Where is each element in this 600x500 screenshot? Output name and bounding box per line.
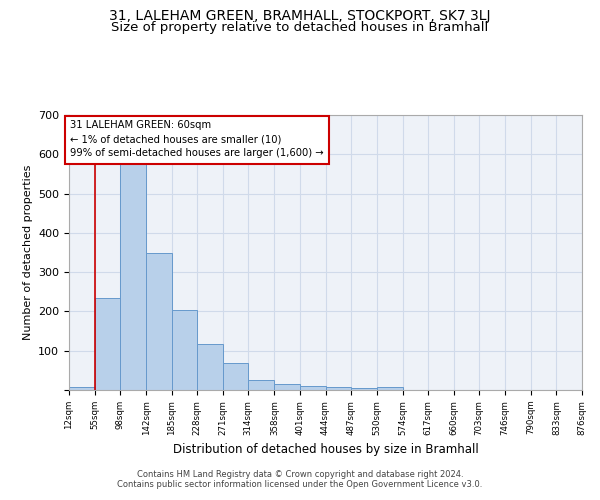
Text: 31 LALEHAM GREEN: 60sqm
← 1% of detached houses are smaller (10)
99% of semi-det: 31 LALEHAM GREEN: 60sqm ← 1% of detached… xyxy=(70,120,324,158)
Bar xyxy=(120,158,146,390)
Bar xyxy=(325,387,351,390)
Bar xyxy=(69,387,95,390)
Y-axis label: Number of detached properties: Number of detached properties xyxy=(23,165,32,340)
Text: Contains HM Land Registry data © Crown copyright and database right 2024.: Contains HM Land Registry data © Crown c… xyxy=(137,470,463,479)
Text: Size of property relative to detached houses in Bramhall: Size of property relative to detached ho… xyxy=(112,21,488,34)
Bar xyxy=(300,386,325,390)
X-axis label: Distribution of detached houses by size in Bramhall: Distribution of detached houses by size … xyxy=(173,443,478,456)
Bar xyxy=(248,380,274,390)
Bar xyxy=(197,344,223,390)
Text: Contains public sector information licensed under the Open Government Licence v3: Contains public sector information licen… xyxy=(118,480,482,489)
Bar xyxy=(274,384,300,390)
Bar xyxy=(223,362,248,390)
Bar xyxy=(377,387,403,390)
Bar xyxy=(351,388,377,390)
Bar xyxy=(146,252,172,390)
Text: 31, LALEHAM GREEN, BRAMHALL, STOCKPORT, SK7 3LJ: 31, LALEHAM GREEN, BRAMHALL, STOCKPORT, … xyxy=(109,9,491,23)
Bar xyxy=(172,310,197,390)
Bar xyxy=(95,298,120,390)
